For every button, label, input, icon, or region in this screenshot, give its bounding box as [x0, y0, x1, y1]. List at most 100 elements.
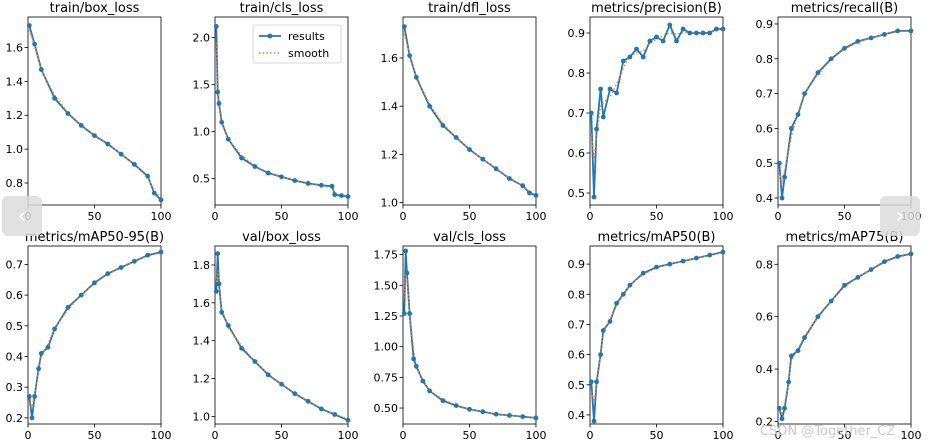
smooth-series-line	[215, 270, 349, 420]
plot-frame	[589, 245, 724, 425]
y-tick-label: 0.9	[568, 258, 586, 271]
y-tick-label: 0.5	[568, 187, 586, 200]
results-point	[680, 26, 686, 32]
chart-4: metrics/precision(B) 0 50 100 0.5 0.6 0.7 0.8 0.…	[568, 1, 734, 223]
results-point	[842, 282, 847, 288]
y-tick-label: 0.5	[756, 157, 774, 170]
smooth-series-line	[778, 253, 912, 415]
y-tick-label: 1.0	[193, 126, 211, 139]
y-tick-label: 2.0	[193, 32, 211, 45]
results-point	[65, 111, 71, 116]
results-point	[26, 23, 32, 28]
y-tick-label: 1.4	[193, 335, 211, 348]
results-point	[614, 300, 619, 306]
chart-3: train/dfl_loss 0 50 100 1.0 1.2 1.4 1.6	[381, 1, 547, 223]
results-point	[215, 89, 221, 95]
results-point	[795, 348, 801, 354]
results-point	[92, 280, 97, 286]
y-tick-label: 1.0	[6, 143, 24, 156]
y-tick-label: 0.7	[756, 88, 774, 101]
results-point	[600, 114, 606, 120]
next-image-button[interactable]: ›	[880, 196, 920, 236]
smooth-series-line	[590, 28, 724, 160]
plot-frame	[402, 16, 537, 206]
y-tick-label: 0.4	[568, 409, 586, 422]
plot-frame	[27, 245, 162, 425]
results-point	[78, 123, 84, 128]
x-tick-label: 100	[151, 429, 172, 442]
smooth-series-line	[590, 252, 724, 402]
results-point	[158, 249, 164, 255]
chart-title: metrics/mAP50-95(B)	[25, 230, 164, 245]
legend: results smooth	[252, 24, 342, 64]
results-point	[855, 275, 861, 280]
y-tick-label: 1.2	[381, 148, 399, 161]
results-point	[453, 403, 459, 408]
results-point	[239, 155, 245, 161]
results-series-line	[590, 251, 724, 422]
results-point	[594, 126, 599, 132]
y-tick-label: 0.6	[756, 311, 774, 324]
y-tick-label: 0.5	[568, 379, 586, 392]
plot-frame	[777, 245, 912, 425]
results-point	[654, 264, 659, 270]
results-point	[105, 141, 111, 147]
results-point	[533, 415, 539, 421]
chart-title: val/box_loss	[242, 230, 321, 245]
results-point	[265, 372, 271, 378]
x-tick-label: 0	[212, 429, 219, 442]
results-point	[647, 38, 653, 44]
results-point	[782, 174, 787, 180]
results-point	[895, 28, 901, 34]
results-point	[908, 28, 914, 34]
results-point	[520, 183, 526, 189]
results-point	[694, 255, 699, 261]
results-point	[594, 379, 599, 385]
x-tick-label: 0	[25, 429, 32, 442]
x-tick-label: 50	[463, 210, 477, 223]
results-point	[882, 32, 887, 37]
x-tick-label: 50	[650, 429, 664, 442]
results-point	[252, 164, 258, 169]
y-tick-label: 1.4	[6, 75, 24, 88]
results-point	[654, 34, 659, 40]
y-tick-label: 0.2	[756, 415, 774, 428]
previous-image-button[interactable]: ‹	[2, 196, 42, 236]
plot-frame	[27, 16, 162, 206]
results-point	[667, 22, 673, 28]
results-point	[52, 95, 57, 101]
results-point	[640, 270, 646, 276]
results-point	[413, 363, 419, 369]
y-tick-label: 0.6	[756, 122, 774, 135]
chart-5: metrics/recall(B)0501000.40.50.60.70.80.…	[756, 1, 922, 223]
results-point	[714, 26, 719, 32]
y-tick-label: 0.8	[568, 67, 586, 80]
legend-results-label: results	[288, 30, 325, 43]
plot-frame	[777, 16, 912, 206]
watermark: CSDN @Together_CZ	[760, 424, 896, 439]
legend-smooth-label: smooth	[288, 47, 329, 60]
chart-title: metrics/mAP50(B)	[597, 230, 715, 245]
results-point	[776, 160, 782, 166]
results-point	[213, 289, 219, 294]
results-point	[65, 305, 71, 310]
y-tick-label: 0.6	[568, 349, 586, 362]
results-point	[842, 45, 847, 51]
y-tick-label: 1.6	[6, 41, 24, 54]
y-tick-label: 0.2	[6, 412, 24, 425]
results-point	[151, 190, 157, 196]
results-series-line	[778, 253, 912, 420]
results-point	[118, 265, 124, 270]
results-point	[145, 173, 151, 179]
chart-6: metrics/mAP50-95(B) 0 50 100 0.2 0.3 0.4 0.5 0.6…	[6, 230, 172, 442]
results-point	[480, 409, 486, 415]
x-tick-label: 50	[650, 210, 664, 223]
results-point	[403, 248, 409, 254]
results-point	[145, 252, 151, 258]
x-tick-label: 50	[88, 429, 102, 442]
results-point	[52, 326, 57, 332]
results-point	[815, 70, 821, 76]
results-point	[213, 24, 219, 29]
y-tick-label: 0.9	[756, 18, 774, 31]
